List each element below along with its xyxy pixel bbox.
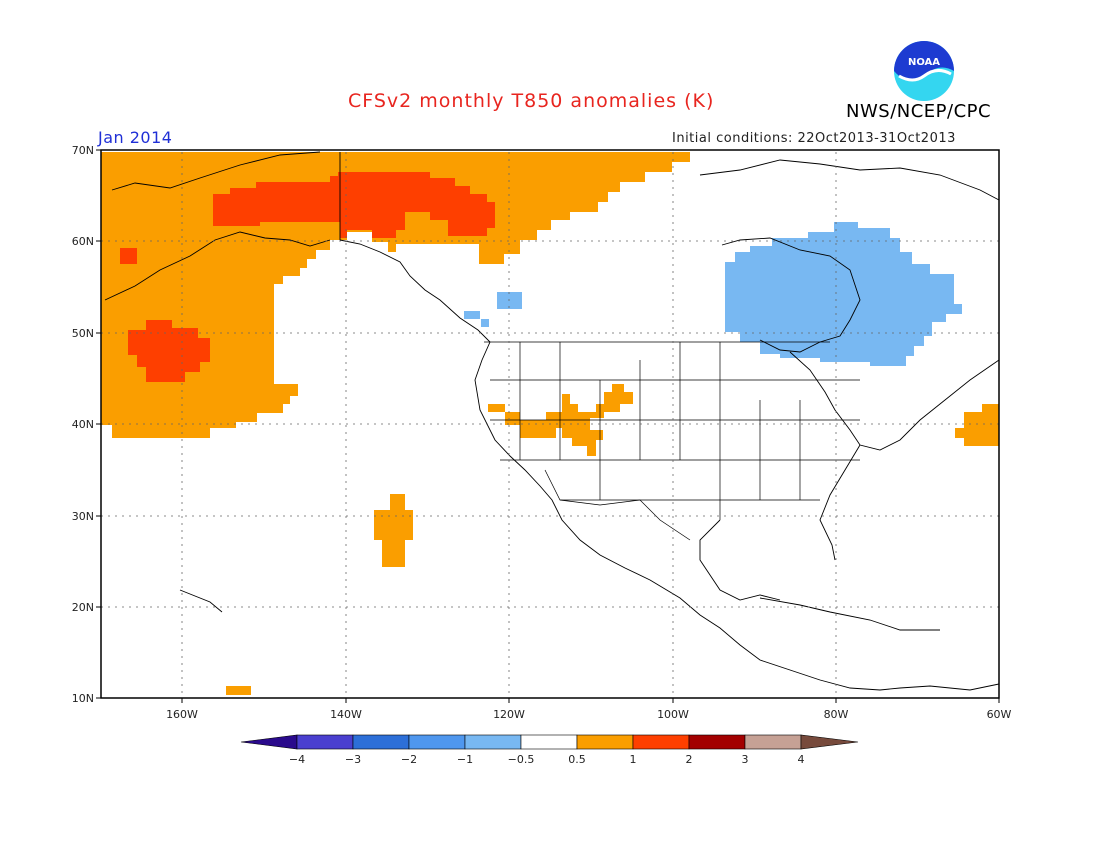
legend-swatch (632, 734, 690, 750)
cool-anomaly-hudson-bay (725, 222, 962, 366)
longitude-labels: 160W 140W 120W 100W 80W 60W (166, 708, 1011, 721)
legend-swatch (744, 734, 802, 750)
legend-colorbar: −4 −3 −2 −1 −0.5 0.5 1 2 3 4 (240, 734, 859, 766)
cool-anomaly-spot-1 (497, 292, 522, 309)
lon-label: 120W (493, 708, 525, 721)
lat-label: 50N (72, 327, 94, 340)
coastlines (104, 151, 1000, 691)
chart-title: CFSv2 monthly T850 anomalies (K) (348, 90, 715, 112)
legend-arrow-low (240, 734, 298, 750)
logo-text: NOAA (908, 57, 940, 68)
legend-tick-label: 4 (798, 753, 805, 766)
agency-label: NWS/NCEP/CPC (846, 101, 992, 122)
gridlines (101, 152, 999, 698)
lat-label: 40N (72, 418, 94, 431)
lon-label: 100W (657, 708, 689, 721)
noaa-logo: NOAA (894, 41, 954, 101)
strong-warm-pacific (128, 320, 210, 382)
warm-anomaly-atlantic (955, 404, 999, 446)
legend-tick-label: −0.5 (508, 753, 535, 766)
legend-tick-label: −1 (457, 753, 473, 766)
anomaly-shading (101, 152, 999, 695)
legend-swatch (576, 734, 634, 750)
political-borders (484, 341, 860, 541)
legend-swatch (296, 734, 354, 750)
legend-swatch (464, 734, 522, 750)
warm-anomaly-tropics (226, 686, 251, 695)
legend-tick-label: 2 (686, 753, 693, 766)
legend-tick-label: 1 (630, 753, 637, 766)
lat-label: 70N (72, 144, 94, 157)
legend-swatch (352, 734, 410, 750)
lat-label: 10N (72, 692, 94, 705)
warm-anomaly-subtropical (374, 494, 413, 567)
legend-tick-label: −2 (401, 753, 417, 766)
lon-label: 160W (166, 708, 198, 721)
legend-arrow-high (800, 734, 859, 750)
lat-label: 30N (72, 510, 94, 523)
legend-swatch (408, 734, 466, 750)
lon-label: 60W (987, 708, 1012, 721)
lon-label: 140W (330, 708, 362, 721)
cool-anomaly-spot-2 (464, 311, 480, 319)
lat-label: 60N (72, 235, 94, 248)
strong-warm-alaska (213, 172, 495, 238)
legend-tick-label: 3 (742, 753, 749, 766)
initial-conditions: Initial conditions: 22Oct2013-31Oct2013 (672, 131, 956, 146)
forecast-month: Jan 2014 (98, 128, 173, 147)
lon-label: 80W (824, 708, 849, 721)
strong-warm-spot (120, 248, 137, 264)
cool-anomaly-spot-3 (481, 319, 489, 327)
latitude-labels: 10N 20N 30N 40N 50N 60N 70N (72, 144, 94, 705)
legend-tick-label: 0.5 (568, 753, 586, 766)
legend-tick-label: −4 (289, 753, 305, 766)
legend-swatch (520, 734, 578, 750)
lat-label: 20N (72, 601, 94, 614)
legend-tick-label: −3 (345, 753, 361, 766)
legend-swatch (688, 734, 746, 750)
